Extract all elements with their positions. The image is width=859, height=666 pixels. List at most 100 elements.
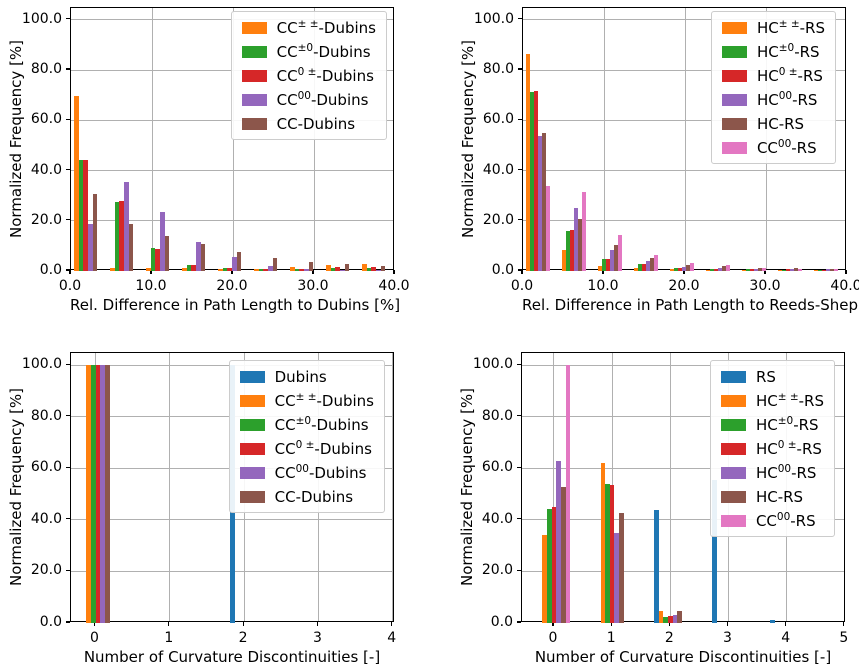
x-tick-label: 0	[548, 630, 558, 646]
y-tick-label: 0.0	[491, 262, 514, 278]
x-tick	[726, 622, 729, 626]
bar	[741, 269, 746, 271]
y-tick-label: 80.0	[30, 407, 62, 424]
x-tick	[552, 622, 554, 626]
bar	[95, 365, 101, 623]
y-tick-label: 80.0	[482, 61, 514, 78]
legend-item: CC±0-Dubins	[239, 415, 374, 434]
x-axis-label: Rel. Difference in Path Length to Dubins…	[70, 296, 401, 314]
legend-item: CC00-RS	[721, 138, 825, 157]
legend-item: CC0 ±-Dubins	[239, 439, 374, 458]
bar	[366, 267, 372, 271]
bar	[817, 269, 822, 271]
legend-swatch-icon	[720, 466, 746, 479]
x-tick-label: 3	[312, 630, 322, 646]
y-tick	[518, 168, 522, 171]
y-tick	[517, 569, 521, 571]
gridline-horizontal	[522, 519, 844, 521]
gridline-horizontal	[523, 19, 845, 21]
legend-label: HC-RS	[755, 487, 804, 506]
bar	[542, 534, 547, 623]
legend-label: HC± ±-RS	[756, 18, 825, 37]
x-tick	[312, 270, 314, 274]
x-tick-label: 10.0	[587, 278, 619, 294]
legend-swatch-icon	[721, 45, 747, 58]
bar	[362, 263, 367, 271]
legend-swatch-icon	[239, 466, 265, 479]
x-tick	[150, 270, 152, 274]
y-tick-label: 40.0	[481, 510, 513, 527]
bar	[218, 268, 223, 271]
x-tick-label: 2	[238, 630, 248, 646]
x-tick-label: 4	[781, 630, 791, 646]
legend-label: RS	[755, 367, 776, 386]
legend-swatch-icon	[720, 418, 746, 431]
bar	[186, 265, 192, 271]
x-tick	[93, 622, 96, 626]
bar	[335, 267, 340, 271]
bar	[705, 269, 710, 271]
gridline-vertical	[669, 353, 671, 621]
x-tick-label: 0.0	[510, 278, 534, 294]
bar	[150, 248, 156, 271]
legend-swatch-icon	[241, 21, 267, 34]
legend-item: Dubins	[239, 367, 374, 386]
y-tick	[517, 363, 521, 365]
legend-label: HC-RS	[756, 114, 805, 133]
bar	[114, 201, 120, 271]
x-tick	[668, 622, 670, 626]
y-tick-label: 100.0	[472, 356, 513, 373]
bar	[146, 268, 151, 271]
bar	[119, 200, 124, 271]
bar	[797, 269, 802, 271]
y-tick	[517, 466, 521, 468]
bar	[645, 260, 650, 271]
bar	[609, 485, 615, 623]
y-tick-label: 60.0	[482, 111, 514, 128]
bar	[677, 610, 682, 623]
gridline-horizontal	[71, 220, 393, 222]
legend-label: HC± ±-RS	[755, 391, 824, 410]
legend-item: CC00-RS	[720, 511, 824, 530]
bar	[104, 365, 110, 623]
legend-label: CC±0-Dubins	[274, 415, 369, 434]
legend-swatch-icon	[239, 490, 265, 503]
bar	[565, 230, 570, 271]
x-tick-label: 4	[387, 630, 397, 646]
bar	[600, 463, 606, 623]
x-tick	[521, 270, 523, 274]
legend-item: CC± ±-Dubins	[241, 18, 376, 37]
bar	[556, 461, 561, 623]
legend-item: HC±0-RS	[720, 415, 824, 434]
legend-label: CC00-RS	[755, 511, 816, 530]
bar	[86, 365, 91, 623]
x-tick	[683, 270, 685, 274]
bar	[789, 269, 794, 271]
y-tick-label: 40.0	[482, 161, 514, 178]
bar	[375, 269, 381, 271]
bar	[525, 53, 530, 271]
gridline-horizontal	[522, 416, 844, 418]
y-tick	[66, 518, 70, 520]
bar	[267, 266, 273, 271]
y-tick	[66, 18, 70, 20]
bar	[560, 486, 566, 623]
bar	[569, 229, 574, 271]
bar	[200, 244, 206, 271]
legend-label: HC0 ±-RS	[755, 439, 822, 458]
bar	[123, 182, 129, 271]
legend-label: CC0 ±-Dubins	[274, 439, 372, 458]
y-tick	[66, 168, 70, 171]
legend-swatch-icon	[239, 418, 265, 431]
x-tick-label: 1	[164, 630, 174, 646]
y-tick-label: 80.0	[481, 407, 513, 424]
bar	[577, 218, 582, 271]
legend-item: HC± ±-RS	[720, 391, 824, 410]
histogram-curvature-discontinuities-dubins: Dubins CC± ±-Dubins CC±0-Dubins CC0 ±-Dubin…	[0, 331, 430, 666]
plot-area: HC± ±-RS HC±0-RS HC0 ±-RS HC00-RS HC-RS CC00-…	[522, 7, 846, 271]
bar	[529, 92, 534, 271]
gridline-horizontal	[522, 467, 844, 469]
legend-item: HC00-RS	[721, 90, 825, 109]
bar	[561, 250, 566, 271]
bar	[92, 194, 98, 271]
